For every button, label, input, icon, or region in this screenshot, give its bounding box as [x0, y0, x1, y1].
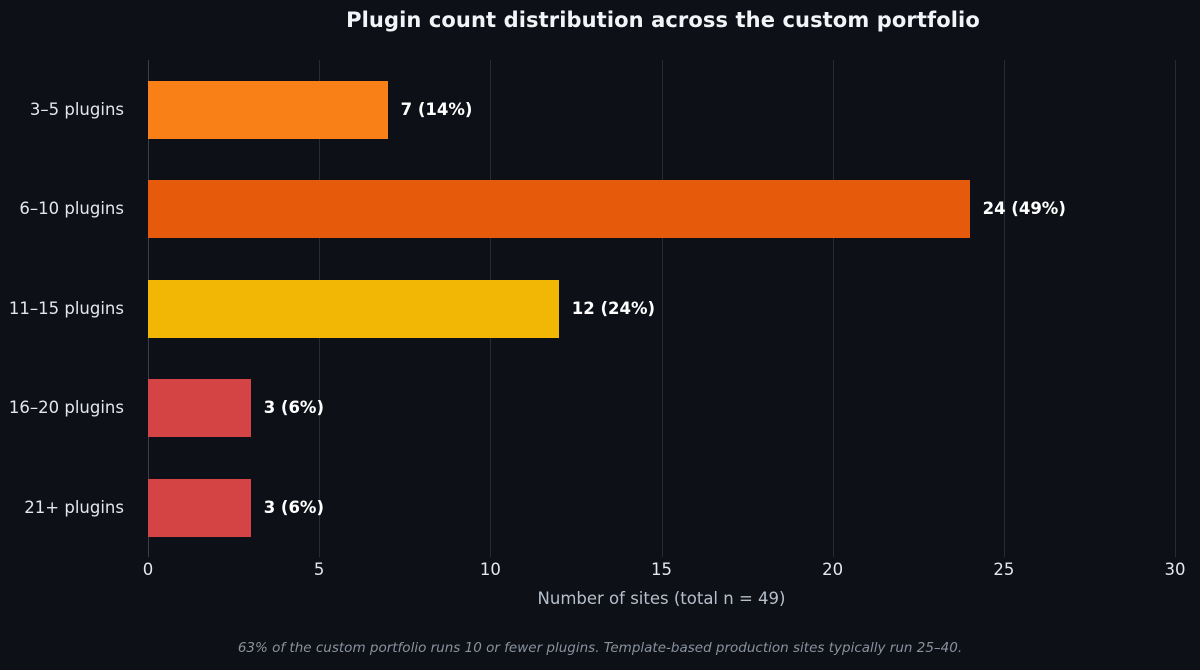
x-axis-tick-labels: 0 5 10 15 20 25 30	[143, 560, 1186, 586]
bar[interactable]	[148, 81, 388, 139]
gridline-x-15	[661, 60, 663, 557]
chart-footnote: 63% of the custom portfolio runs 10 or f…	[237, 640, 963, 656]
x-axis-label: Number of sites (total n = 49)	[537, 589, 786, 608]
y-axis-tick-labels: 3–5 plugins 6–10 plugins 11–15 plugins 16–2…	[0, 60, 136, 557]
bar[interactable]	[148, 279, 559, 338]
gridline-x-20	[832, 60, 834, 557]
bar-value-label: 24 (49%)	[982, 199, 1066, 219]
bar-row: 7 (14%)	[148, 60, 1175, 159]
gridline-x-30	[1175, 60, 1176, 557]
y-axis-tick-label: 3–5 plugins	[29, 100, 124, 119]
gridline-x-25	[1003, 60, 1005, 557]
y-axis-tick-label: 21+ plugins	[24, 497, 124, 517]
x-axis-tick-label: 20	[822, 560, 844, 579]
y-axis-tick-label: 6–10 plugins	[19, 199, 124, 219]
x-axis-tick-label: 15	[651, 560, 672, 579]
y-axis-tick-label: 16–20 plugins	[8, 398, 124, 418]
plot-area: 7 (14%) 24 (49%) 12 (24%) 3 (6%) 3 (6%)	[148, 60, 1176, 557]
bar-row: 3 (6%)	[148, 458, 1175, 557]
bar-row: 12 (24%)	[148, 259, 1175, 358]
bar-value-label: 7 (14%)	[400, 100, 473, 119]
bar-row: 3 (6%)	[148, 358, 1175, 457]
x-axis-tick-label: 10	[479, 560, 501, 579]
bar-value-label: 3 (6%)	[263, 398, 325, 418]
x-axis-tick-label: 25	[993, 560, 1015, 579]
bar[interactable]	[148, 379, 251, 438]
bar-row: 24 (49%)	[148, 159, 1175, 258]
bar-value-label: 3 (6%)	[263, 497, 325, 517]
x-axis-tick-label: 0	[142, 560, 154, 579]
x-axis-tick-label: 5	[313, 560, 325, 579]
bar[interactable]	[148, 478, 251, 537]
bar[interactable]	[148, 180, 970, 239]
y-axis-tick-label: 11–15 plugins	[8, 298, 124, 318]
x-axis-tick-label: 30	[1164, 560, 1186, 579]
chart-title: Plugin count distribution across the cus…	[346, 8, 980, 32]
bar-value-label: 12 (24%)	[571, 298, 656, 318]
